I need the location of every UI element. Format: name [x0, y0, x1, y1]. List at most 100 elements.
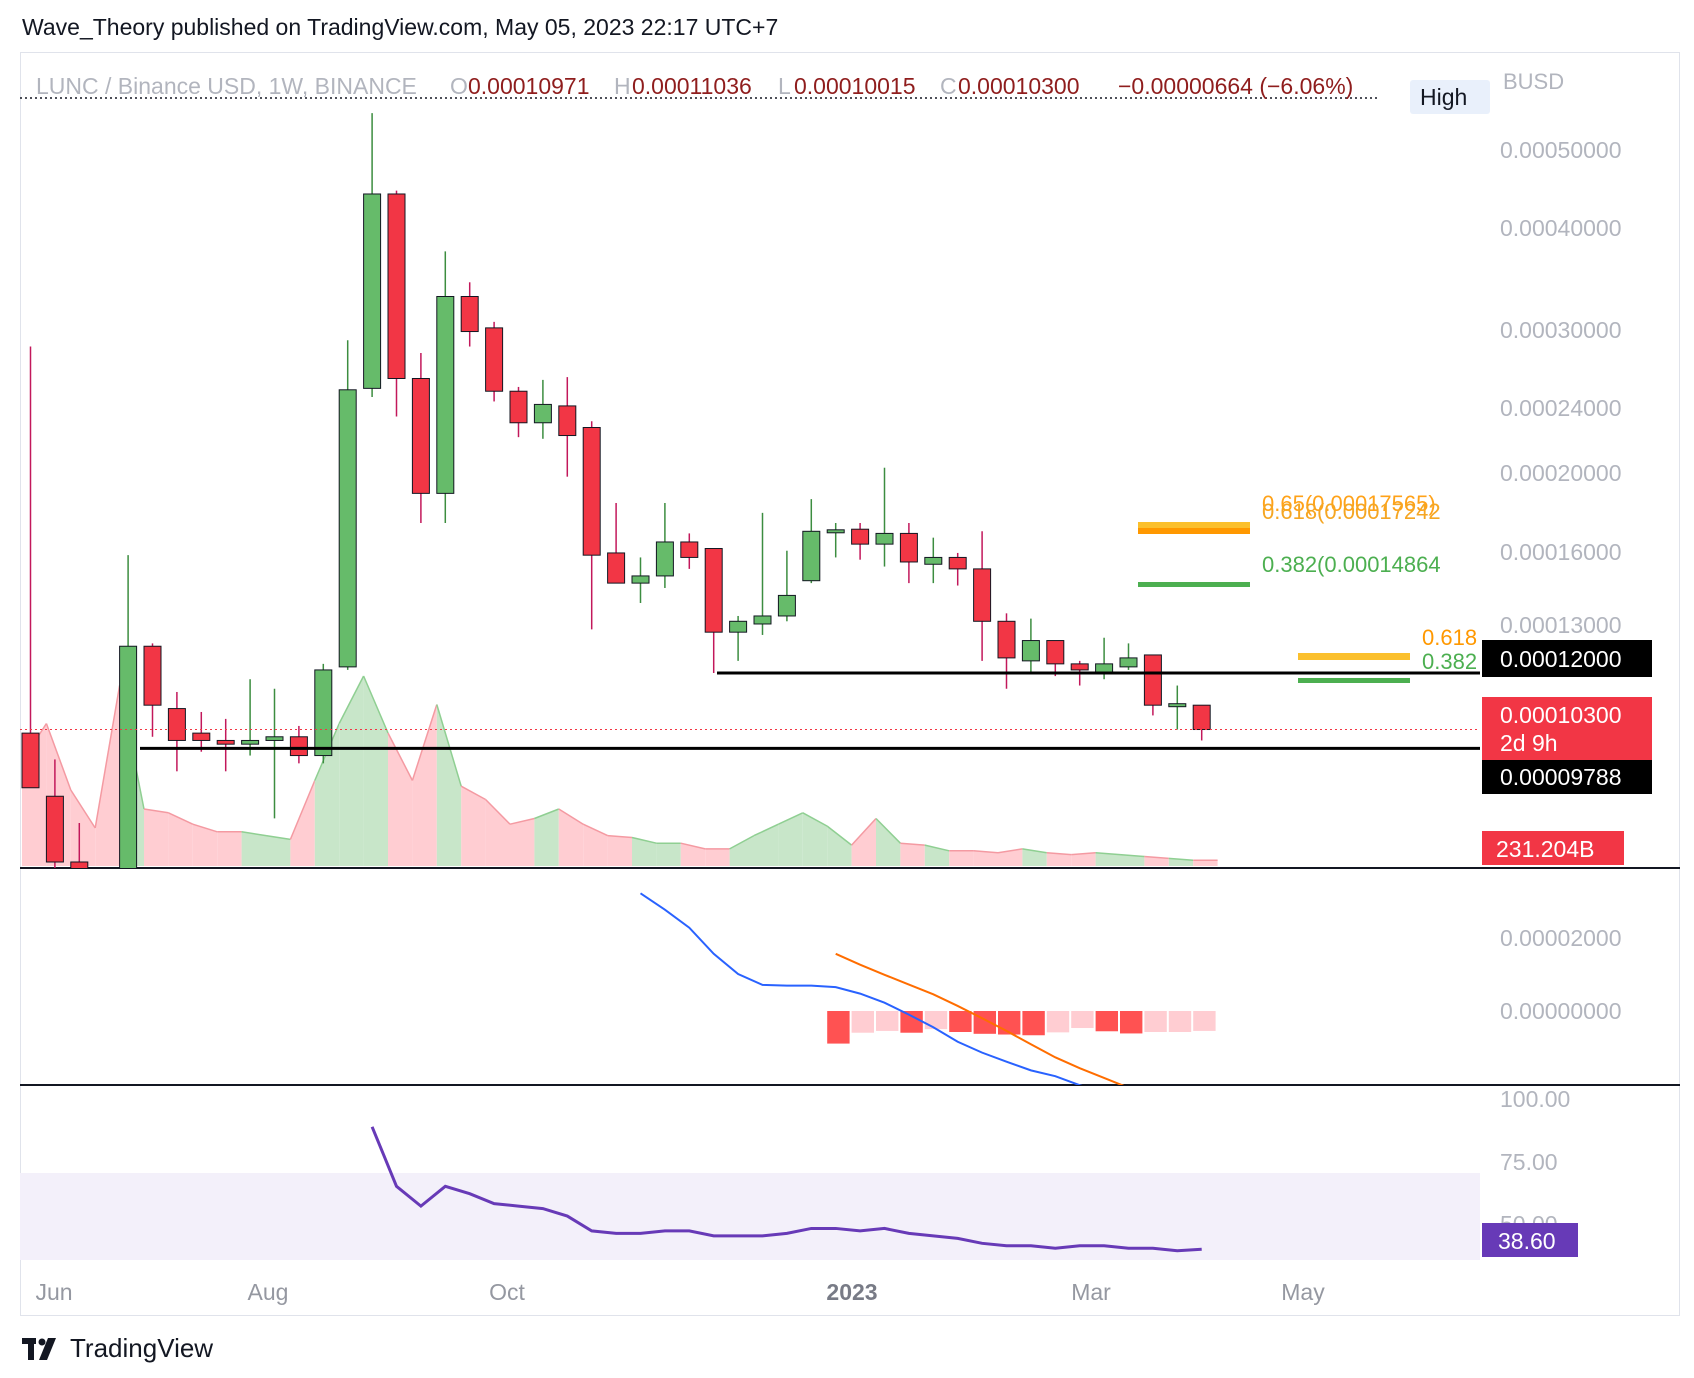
candles-layer	[21, 113, 1211, 982]
fib-line-lower-0618	[1298, 653, 1410, 660]
volume-edge	[70, 789, 96, 829]
volume-segment	[656, 843, 681, 866]
overlay-layer	[20, 522, 1480, 750]
candle-body	[119, 645, 138, 868]
volume-segment	[729, 835, 754, 866]
candle-body	[582, 427, 601, 556]
rsi-tag-bg	[1482, 1223, 1578, 1257]
legend-close-value: 0.00010300	[958, 73, 1080, 99]
candle-body	[851, 528, 870, 545]
volume-edge	[241, 831, 267, 837]
last-price-tag: 0.00010300	[1500, 702, 1622, 728]
volume-edge	[729, 834, 755, 850]
rsi-line	[370, 1126, 1202, 1253]
volume-segment	[705, 848, 730, 866]
volume-edge	[607, 834, 633, 839]
legend-change: −0.00000664 (−6.06%)	[1118, 73, 1353, 99]
volume-segment	[241, 831, 266, 866]
volume-segment	[949, 850, 974, 866]
candle-body	[95, 894, 112, 982]
volume-edge	[875, 817, 901, 844]
candle-body	[558, 405, 577, 437]
volume-segment	[851, 818, 876, 866]
candle-body	[411, 377, 430, 494]
axis-layer: 0.00050000 0.00040000 0.00030000 0.00024000…	[35, 137, 1621, 1305]
volume-edge	[338, 675, 365, 724]
legend-open-label: O	[450, 73, 468, 99]
candle-body	[485, 327, 504, 392]
volume-segment	[558, 809, 584, 866]
macd-axis-tick: 0.00002000	[1500, 925, 1622, 951]
macd-histogram-bar	[949, 1011, 972, 1032]
volume-edge	[1071, 851, 1096, 856]
volume-edge	[680, 842, 706, 850]
fib-label-0618: 0.618(0.00017242	[1262, 499, 1441, 524]
candle-body	[1168, 703, 1187, 708]
volume-edge	[1119, 853, 1145, 858]
high-badge[interactable]: High	[1420, 84, 1467, 110]
rsi-band	[20, 1173, 1480, 1260]
rsi-tag: 38.60	[1498, 1228, 1556, 1254]
high-badge-bg	[1410, 80, 1490, 114]
volume-layer	[21, 675, 1218, 866]
volume-edge	[924, 844, 950, 852]
volume-segment	[461, 786, 486, 866]
candle-body	[216, 739, 235, 745]
volume-segment	[510, 818, 535, 866]
candle-body	[1143, 654, 1162, 706]
candle-body	[875, 532, 894, 545]
candle-body	[777, 594, 796, 617]
fib-line-065	[1138, 522, 1250, 528]
macd-histogram-bar	[1022, 1011, 1045, 1036]
rsi-axis-tick: 100.00	[1500, 1086, 1570, 1112]
brand-name: TradingView	[70, 1333, 214, 1363]
volume-segment	[1046, 852, 1072, 866]
volume-edge	[436, 704, 462, 787]
brand-logo[interactable]: TradingView	[22, 1333, 213, 1364]
volume-edge	[973, 850, 999, 854]
candle-body	[241, 739, 260, 745]
fib-label-lower-0382: 0.382	[1422, 649, 1477, 674]
volume-segment	[754, 824, 779, 866]
macd-histogram-bar	[973, 1011, 996, 1034]
volume-segment	[70, 790, 96, 866]
candle-body	[899, 532, 918, 563]
candle-body	[265, 736, 284, 741]
macd-histogram-bar	[827, 1011, 850, 1044]
price-axis-tick: 0.00040000	[1500, 215, 1622, 241]
fib-label-065: 0.65(0.00017565)	[1262, 491, 1436, 516]
volume-segment	[144, 809, 169, 866]
macd-histogram-bar	[1046, 1011, 1070, 1033]
time-axis-tick: 2023	[826, 1279, 877, 1305]
volume-edge	[802, 812, 828, 827]
time-axis-tick: Mar	[1071, 1279, 1111, 1305]
volume-segment	[680, 843, 706, 866]
price-axis-tick: 0.00013000	[1500, 612, 1622, 638]
volume-segment	[168, 812, 193, 866]
candle-body	[167, 708, 186, 741]
volume-segment	[388, 733, 413, 866]
volume-segment	[900, 843, 925, 866]
candle-body	[997, 620, 1016, 659]
published-info: Wave_Theory published on TradingView.com…	[22, 14, 779, 40]
volume-segment	[778, 812, 803, 866]
volume-edge	[411, 704, 438, 781]
volume-segment	[924, 845, 950, 866]
volume-edge	[362, 675, 389, 734]
volume-edge	[460, 785, 486, 801]
volume-edge	[631, 836, 657, 844]
candle-body	[192, 732, 211, 741]
fib-line-0618	[1138, 528, 1250, 534]
candle-body	[1119, 657, 1138, 668]
candle-body	[436, 295, 455, 494]
candle-body	[753, 615, 772, 625]
legend-high-value: 0.00011036	[632, 73, 752, 99]
price-axis-tick: 0.00030000	[1500, 317, 1622, 343]
volume-segment	[217, 831, 242, 866]
candle-body	[387, 193, 406, 379]
candle-body	[973, 568, 992, 622]
volume-edge	[900, 842, 925, 846]
macd-histogram-bar	[876, 1011, 899, 1031]
time-axis-tick: Jun	[35, 1279, 72, 1305]
